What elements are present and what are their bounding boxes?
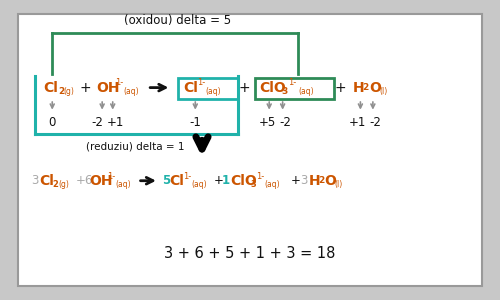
Text: O: O [324, 174, 336, 188]
Text: 2: 2 [318, 176, 324, 185]
Text: +: + [334, 81, 346, 94]
Bar [178, 78, 238, 99]
Text: 1-: 1- [114, 78, 123, 87]
Text: -2: -2 [370, 116, 382, 129]
Text: -1: -1 [190, 116, 201, 129]
Text: 1-: 1- [183, 172, 191, 182]
Text: -2: -2 [280, 116, 291, 129]
Text: 1-: 1- [288, 78, 296, 87]
Text: +1: +1 [107, 116, 124, 129]
Text: ClO: ClO [230, 174, 256, 188]
Text: +: + [79, 81, 90, 94]
Text: (g): (g) [64, 87, 74, 96]
Text: 1-: 1- [256, 172, 264, 182]
Text: 1-: 1- [197, 78, 205, 87]
Text: 2: 2 [52, 180, 58, 189]
Text: (oxidou) delta = 5: (oxidou) delta = 5 [124, 14, 232, 27]
Text: +6: +6 [76, 174, 92, 187]
Text: Cl: Cl [39, 174, 54, 188]
Text: +: + [214, 174, 224, 187]
Text: 2: 2 [362, 83, 368, 92]
Text: (aq): (aq) [206, 87, 222, 96]
Text: ClO: ClO [260, 81, 286, 94]
Text: (aq): (aq) [264, 180, 280, 189]
Text: (aq): (aq) [192, 180, 207, 189]
Text: 5: 5 [162, 174, 170, 187]
Text: +1: +1 [349, 116, 366, 129]
Text: -2: -2 [92, 116, 104, 129]
Text: (reduziu) delta = 1: (reduziu) delta = 1 [86, 141, 184, 152]
Text: H: H [352, 81, 364, 94]
Text: 2: 2 [58, 87, 64, 96]
Text: OH: OH [90, 174, 113, 188]
Text: 1-: 1- [107, 172, 115, 182]
Text: 3: 3 [250, 180, 256, 189]
Text: +5: +5 [258, 116, 276, 129]
Text: OH: OH [96, 81, 120, 94]
Text: 1: 1 [222, 174, 230, 187]
Text: (aq): (aq) [298, 87, 314, 96]
Text: H: H [308, 174, 320, 188]
Text: +: + [238, 81, 250, 94]
Text: 3: 3 [300, 174, 308, 187]
Text: (g): (g) [58, 180, 69, 189]
Text: (aq): (aq) [116, 180, 131, 189]
Text: Cl: Cl [183, 81, 198, 94]
Text: 3: 3 [31, 174, 38, 187]
Text: 3: 3 [282, 87, 288, 96]
Text: (l): (l) [334, 180, 342, 189]
Bar [255, 78, 334, 99]
Text: 0: 0 [48, 116, 56, 129]
Text: 3 + 6 + 5 + 1 + 3 = 18: 3 + 6 + 5 + 1 + 3 = 18 [164, 246, 336, 261]
Text: (aq): (aq) [124, 87, 139, 96]
Text: +: + [290, 174, 300, 187]
Text: Cl: Cl [170, 174, 184, 188]
Text: O: O [369, 81, 381, 94]
Text: Cl: Cl [44, 81, 59, 94]
Text: (l): (l) [380, 87, 388, 96]
